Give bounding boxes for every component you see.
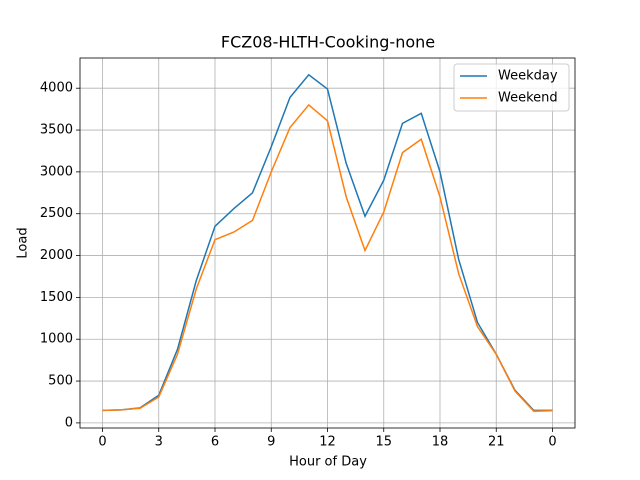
series-line (102, 73, 553, 412)
y-axis-label: Load (16, 227, 31, 258)
x-tick-label: 3 (155, 435, 163, 450)
x-tick-label: 21 (488, 435, 505, 450)
legend-label: Weekday (498, 69, 558, 84)
x-tick-label: 9 (267, 435, 275, 450)
x-axis-label: Hour of Day (289, 455, 367, 470)
x-tick-label: 0 (548, 435, 556, 450)
y-tick-label: 2500 (40, 206, 73, 221)
series-line (102, 103, 553, 412)
y-tick-label: 500 (48, 374, 73, 389)
legend-label: Weekend (498, 91, 558, 106)
y-tick-label: 4000 (40, 81, 73, 96)
y-tick-label: 3500 (40, 123, 73, 138)
y-tick-label: 1500 (40, 290, 73, 305)
chart-title: FCZ08-HLTH-Cooking-none (221, 33, 435, 52)
x-tick-label: 15 (375, 435, 392, 450)
x-tick-label: 18 (432, 435, 449, 450)
plot-frame (79, 57, 576, 429)
x-tick-label: 12 (319, 435, 336, 450)
x-tick-label: 0 (98, 435, 106, 450)
y-tick-label: 2000 (40, 248, 73, 263)
y-tick-label: 3000 (40, 164, 73, 179)
y-tick-label: 0 (65, 415, 73, 430)
x-tick-label: 6 (211, 435, 219, 450)
y-tick-label: 1000 (40, 332, 73, 347)
